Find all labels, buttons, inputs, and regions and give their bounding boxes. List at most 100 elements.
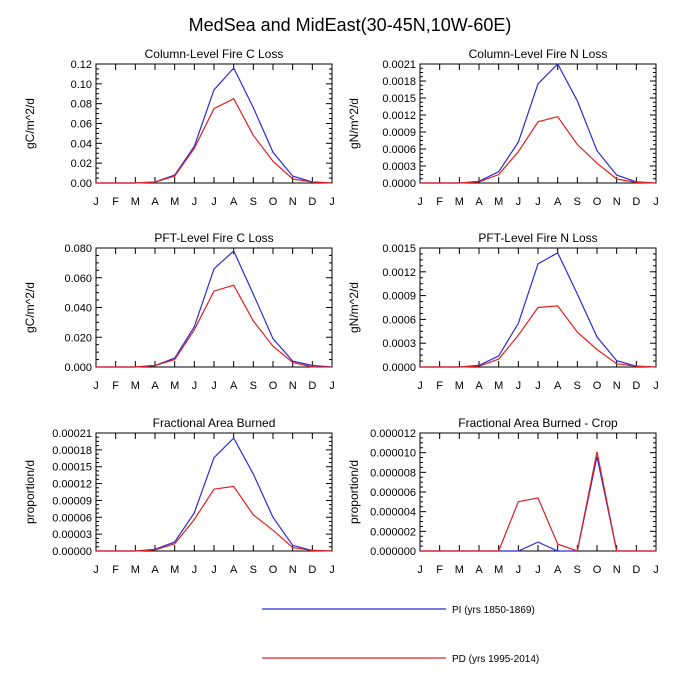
x-tick-label: A xyxy=(554,564,562,576)
y-tick-label: 0.0018 xyxy=(382,76,416,88)
x-tick-label: M xyxy=(455,380,464,392)
x-tick-label: D xyxy=(632,196,640,208)
panel-title: Column-Level Fire C Loss xyxy=(145,47,284,61)
y-tick-label: 0.0009 xyxy=(382,127,416,139)
x-tick-label: J xyxy=(192,564,198,576)
plot-frame xyxy=(95,63,333,184)
figure-title: MedSea and MidEast(30-45N,10W-60E) xyxy=(189,15,512,35)
y-tick-label: 0.0009 xyxy=(382,291,416,303)
y-tick-label: 0.060 xyxy=(64,273,92,285)
y-tick-label: 0.000000 xyxy=(370,546,416,558)
y-tick-label: 0.12 xyxy=(71,59,92,71)
y-tick-label: 0.00006 xyxy=(52,512,92,524)
x-tick-label: J xyxy=(516,564,522,576)
x-tick-label: M xyxy=(494,196,503,208)
series-line-pd xyxy=(420,305,657,368)
x-tick-label: D xyxy=(308,380,316,392)
y-axis-label: gN/m^2/d xyxy=(347,282,361,333)
y-tick-label: 0.040 xyxy=(64,303,92,315)
chart-panel-2: Column-Level Fire N Loss gN/m^2/d 0.0000 0.… xyxy=(347,47,659,208)
x-tick-label: O xyxy=(269,380,278,392)
y-tick-label: 0.06 xyxy=(71,119,92,131)
x-tick-label: J xyxy=(535,380,541,392)
legend: PI (yrs 1850-1869) PD (yrs 1995-2014) xyxy=(262,605,539,665)
y-axis-label: gN/m^2/d xyxy=(347,98,361,149)
x-tick-label: O xyxy=(593,196,602,208)
x-tick-label: M xyxy=(455,196,464,208)
x-tick-label: A xyxy=(475,380,483,392)
plot-frame xyxy=(419,63,657,184)
y-tick-label: 0.000004 xyxy=(370,507,416,519)
x-tick-label: D xyxy=(308,196,316,208)
x-tick-label: S xyxy=(250,196,257,208)
x-tick-label: M xyxy=(131,196,140,208)
panel-title: Column-Level Fire N Loss xyxy=(469,47,608,61)
y-axis-label: gC/m^2/d xyxy=(23,98,37,149)
x-tick-label: J xyxy=(516,380,522,392)
series-line-pi xyxy=(420,456,656,552)
series-line-pd xyxy=(420,116,657,184)
series-line-pd xyxy=(420,451,656,552)
x-tick-label: M xyxy=(170,380,179,392)
y-tick-label: 0.00018 xyxy=(52,445,92,457)
y-axis-label: proportion/d xyxy=(23,460,37,524)
panel-title: PFT-Level Fire C Loss xyxy=(154,231,273,245)
series-line-pi xyxy=(96,66,333,184)
x-tick-label: M xyxy=(455,564,464,576)
y-tick-label: 0.00015 xyxy=(52,462,92,474)
x-tick-label: M xyxy=(494,380,503,392)
x-tick-label: O xyxy=(593,564,602,576)
series-line-pd xyxy=(96,97,333,184)
x-tick-label: F xyxy=(436,564,443,576)
y-tick-label: 0.0006 xyxy=(382,314,416,326)
y-tick-label: 0.0000 xyxy=(382,178,416,190)
x-tick-label: A xyxy=(151,196,159,208)
x-tick-label: A xyxy=(475,196,483,208)
y-axis-label: proportion/d xyxy=(347,460,361,524)
x-tick-label: J xyxy=(417,380,423,392)
panel-title: Fractional Area Burned - Crop xyxy=(458,416,618,430)
chart-panel-1: Column-Level Fire C Loss gC/m^2/d 0.00 0.02… xyxy=(23,47,335,208)
x-tick-label: S xyxy=(250,564,257,576)
x-tick-label: S xyxy=(250,380,257,392)
x-tick-label: A xyxy=(554,380,562,392)
legend-label-pd: PD (yrs 1995-2014) xyxy=(452,654,539,665)
y-tick-label: 0.0000 xyxy=(382,362,416,374)
x-tick-label: J xyxy=(329,564,335,576)
plot-frame xyxy=(95,432,333,552)
x-tick-label: N xyxy=(613,564,621,576)
x-tick-label: D xyxy=(632,564,640,576)
x-tick-label: J xyxy=(417,196,423,208)
x-tick-label: F xyxy=(112,564,119,576)
series-line-pd xyxy=(96,485,333,552)
x-tick-label: A xyxy=(151,380,159,392)
y-tick-label: 0.0003 xyxy=(382,338,416,350)
x-tick-label: D xyxy=(632,380,640,392)
x-tick-label: O xyxy=(269,564,278,576)
x-tick-label: N xyxy=(289,564,297,576)
x-tick-label: J xyxy=(516,196,522,208)
x-tick-label: M xyxy=(131,564,140,576)
x-tick-label: J xyxy=(329,196,335,208)
chart-panel-5: Fractional Area Burned proportion/d 0.0000… xyxy=(23,416,335,576)
x-tick-label: J xyxy=(329,380,335,392)
x-tick-label: J xyxy=(93,380,99,392)
x-tick-label: J xyxy=(653,564,659,576)
chart-panel-3: PFT-Level Fire C Loss gC/m^2/d 0.000 0.020 0… xyxy=(23,231,335,392)
plot-frame xyxy=(95,247,333,368)
x-tick-label: N xyxy=(289,380,297,392)
y-tick-label: 0.04 xyxy=(71,138,92,150)
plot-frame xyxy=(419,432,657,552)
x-tick-label: S xyxy=(574,196,581,208)
y-axis-label: gC/m^2/d xyxy=(23,282,37,333)
panel-title: Fractional Area Burned xyxy=(153,416,276,430)
chart-panels: Column-Level Fire C Loss gC/m^2/d 0.00 0.02… xyxy=(23,47,659,576)
series-line-pi xyxy=(96,250,333,368)
legend-label-pi: PI (yrs 1850-1869) xyxy=(452,605,535,616)
x-tick-label: J xyxy=(211,564,217,576)
y-tick-label: 0.0015 xyxy=(382,93,416,105)
y-tick-label: 0.000002 xyxy=(370,526,416,538)
x-tick-label: J xyxy=(211,380,217,392)
y-tick-label: 0.0012 xyxy=(382,110,416,122)
